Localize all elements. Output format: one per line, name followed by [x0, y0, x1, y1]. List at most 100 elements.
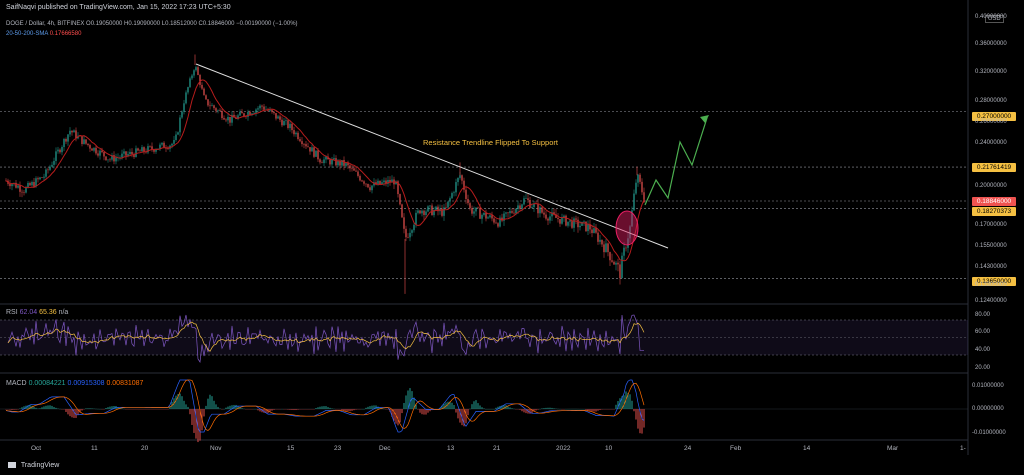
macd-histogram-bar [547, 407, 549, 409]
candle-body [427, 206, 429, 212]
currency-label[interactable]: USD [985, 15, 1004, 23]
candle-body [405, 228, 407, 238]
candle-body [339, 160, 341, 166]
candle-body [299, 139, 301, 142]
time-tick-label: 2022 [556, 445, 571, 452]
macd-histogram-bar [621, 396, 623, 409]
candle-body [367, 183, 369, 188]
candle-body [101, 150, 103, 153]
candle-body [349, 165, 351, 169]
macd-histogram-bar [587, 409, 589, 411]
macd-histogram-bar [45, 405, 47, 409]
macd-histogram-bar [189, 409, 191, 415]
rsi-na: n/a [58, 309, 69, 316]
candle-body [173, 139, 175, 144]
rsi-ma-line [7, 321, 645, 352]
candle-body [81, 136, 83, 145]
candle-body [215, 108, 217, 111]
candle-body [511, 211, 513, 213]
candle-body [543, 212, 545, 215]
candle-body [377, 180, 379, 185]
candle-body [583, 221, 585, 223]
candle-body [347, 163, 349, 166]
candle-body [389, 179, 391, 183]
candle-body [283, 121, 285, 126]
candle-body [221, 110, 223, 119]
macd-histogram-bar [391, 409, 393, 417]
candle-body [413, 224, 415, 231]
candle-body [21, 191, 23, 193]
candle-body [225, 119, 227, 121]
macd-histogram-bar [41, 407, 43, 409]
candle-body [69, 130, 71, 135]
candle-body [523, 198, 525, 205]
macd-histogram-bar [553, 408, 555, 409]
price-tick-label: 0.17000000 [975, 222, 1007, 228]
candle-body [425, 211, 427, 215]
candle-body [593, 228, 595, 233]
macd-histogram-bar [47, 405, 49, 409]
macd-histogram-bar [355, 409, 357, 410]
macd-histogram-bar [121, 408, 123, 409]
candle-body [631, 210, 633, 227]
macd-histogram-bar [495, 407, 497, 409]
macd-histogram-bar [325, 406, 327, 409]
candle-body [15, 182, 17, 188]
candle-body [623, 247, 625, 256]
macd-histogram-bar [51, 405, 53, 409]
candle-body [293, 130, 295, 135]
candle-body [607, 243, 609, 253]
candle-body [353, 168, 355, 171]
macd-histogram-bar [545, 407, 547, 409]
candle-body [509, 211, 511, 214]
macd-histogram-bar [53, 407, 55, 409]
candle-body [493, 218, 495, 223]
macd-value-2: 0.00915308 [67, 380, 105, 387]
time-tick-label: Mar [887, 445, 899, 452]
candle-body [449, 198, 451, 202]
candle-body [435, 206, 437, 211]
candle-body [579, 225, 581, 228]
candle-body [45, 169, 47, 177]
candle-body [519, 205, 521, 209]
macd-histogram-bar [379, 407, 381, 409]
candle-body [71, 130, 73, 133]
macd-histogram-bar [381, 408, 383, 409]
candle-body [193, 70, 195, 76]
candle-body [123, 151, 125, 154]
candle-body [201, 84, 203, 89]
rsi-tick-label: 40.00 [975, 347, 991, 353]
candle-body [175, 134, 177, 140]
candle-body [487, 217, 489, 219]
candle-body [95, 147, 97, 154]
macd-histogram-bar [49, 405, 51, 409]
macd-histogram-bar [29, 405, 31, 409]
macd-histogram-bar [465, 409, 467, 424]
candle-body [599, 239, 601, 242]
candle-body [501, 217, 503, 221]
macd-histogram-bar [365, 407, 367, 409]
candle-body [285, 120, 287, 122]
rsi-tick-label: 20.00 [975, 365, 991, 371]
macd-histogram-bar [455, 409, 457, 413]
candle-body [113, 155, 115, 162]
macd-histogram-bar [405, 395, 407, 409]
macd-histogram-bar [425, 409, 427, 415]
price-level-badge: 0.27000000 [972, 112, 1016, 121]
candle-body [91, 148, 93, 151]
candle-body [211, 105, 213, 107]
candle-body [263, 106, 265, 110]
macd-histogram-bar [427, 409, 429, 413]
candle-body [569, 220, 571, 222]
tradingview-logo-icon [8, 462, 16, 469]
candle-body [323, 159, 325, 164]
candle-body [359, 175, 361, 181]
candle-body [279, 116, 281, 120]
candle-body [23, 192, 25, 193]
macd-histogram-bar [265, 409, 267, 414]
macd-histogram-bar [397, 409, 399, 426]
macd-histogram-bar [421, 409, 423, 415]
macd-histogram-bar [633, 409, 635, 412]
candle-body [137, 148, 139, 151]
